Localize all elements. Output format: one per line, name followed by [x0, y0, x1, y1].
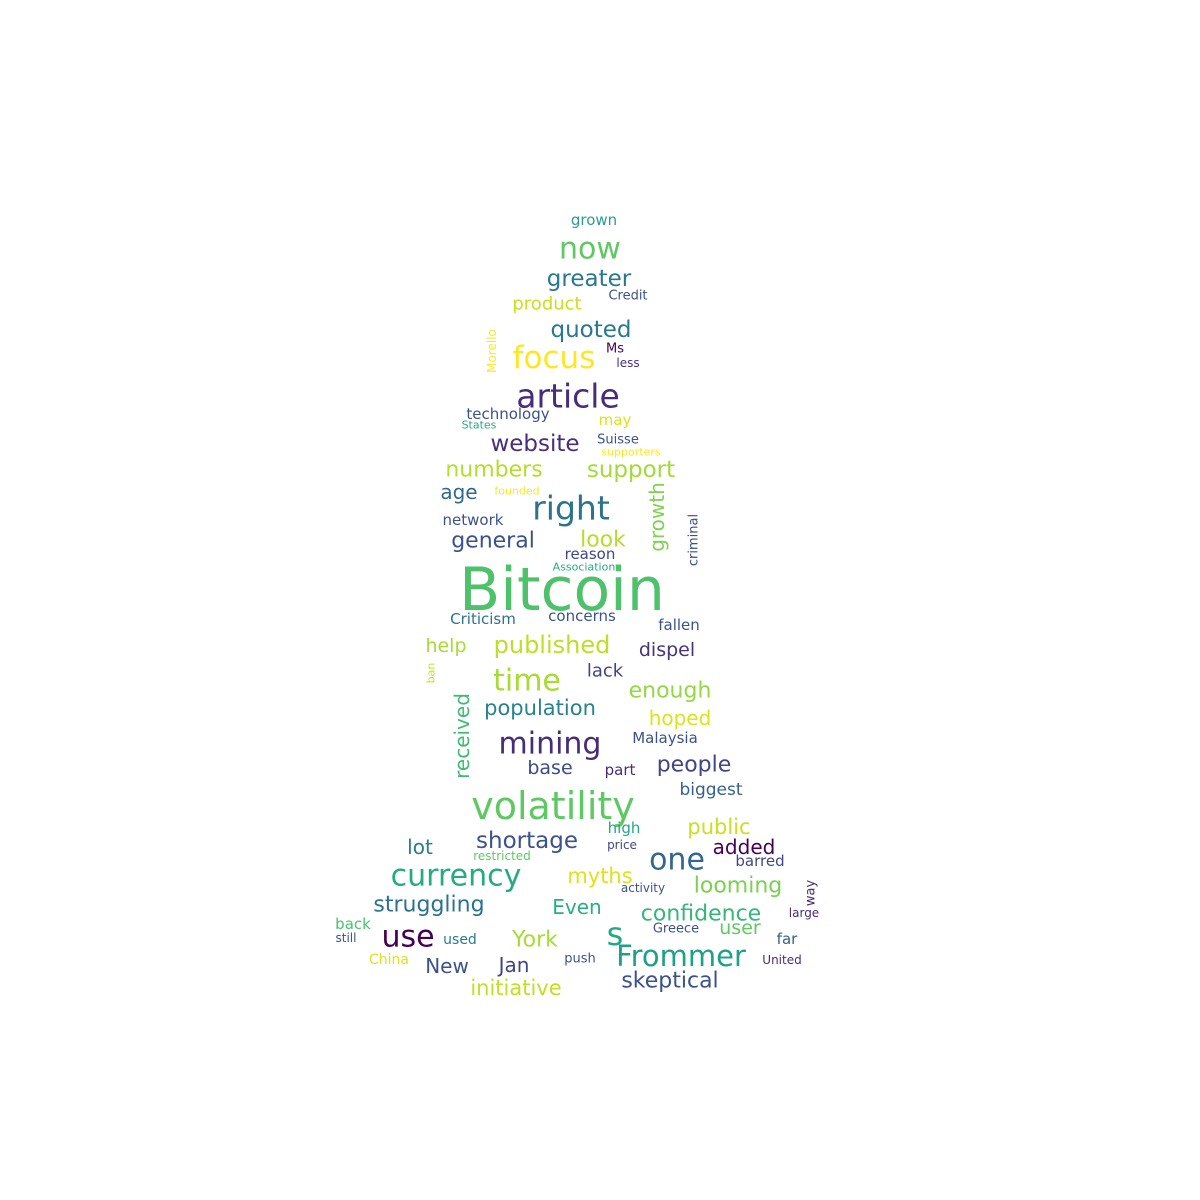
word-user: user	[719, 917, 761, 939]
word-new: New	[425, 954, 469, 978]
word-suisse: Suisse	[597, 433, 639, 448]
word-barred: barred	[735, 852, 784, 870]
word-malaysia: Malaysia	[632, 729, 698, 747]
word-ms: Ms	[606, 342, 624, 357]
word-frommer: Frommer	[616, 939, 746, 973]
word-look: look	[580, 528, 626, 553]
word-age: age	[440, 480, 477, 504]
word-population: population	[484, 696, 596, 720]
word-website: website	[490, 431, 579, 457]
word-use: use	[381, 920, 434, 955]
word-association: Association	[553, 561, 616, 574]
word-skeptical: skeptical	[621, 969, 718, 994]
word-morello: Morello	[485, 329, 499, 373]
word-support: support	[587, 457, 675, 483]
word-fallen: fallen	[658, 616, 700, 634]
word-criticism: Criticism	[450, 610, 516, 628]
word-shortage: shortage	[476, 828, 578, 854]
word-large: large	[789, 906, 819, 920]
word-grown: grown	[571, 211, 617, 229]
word-high: high	[608, 819, 641, 837]
word-biggest: biggest	[679, 780, 742, 800]
word-network: network	[443, 511, 504, 529]
word-criminal: criminal	[687, 514, 702, 566]
word-lack: lack	[587, 661, 624, 682]
word-s: s	[607, 915, 624, 953]
word-numbers: numbers	[445, 458, 542, 483]
word-looming: looming	[694, 874, 782, 899]
word-people: people	[657, 753, 732, 778]
word-credit: Credit	[608, 289, 647, 304]
word-used: used	[443, 932, 477, 948]
word-way: way	[804, 880, 819, 907]
word-article: article	[516, 377, 620, 416]
word-published: published	[494, 631, 611, 659]
word-restricted: restricted	[473, 849, 531, 863]
word-time: time	[493, 664, 561, 699]
word-reason: reason	[565, 545, 616, 563]
word-even: Even	[552, 895, 601, 919]
word-bitcoin: Bitcoin	[459, 555, 665, 625]
word-hoped: hoped	[649, 706, 712, 730]
word-public: public	[687, 815, 750, 839]
word-product: product	[512, 294, 581, 315]
word-lot: lot	[407, 835, 433, 859]
word-concerns: concerns	[548, 607, 616, 625]
word-one: one	[649, 843, 705, 878]
word-united: United	[762, 953, 801, 967]
word-push: push	[564, 952, 596, 967]
word-enough: enough	[629, 679, 712, 704]
word-currency: currency	[391, 859, 522, 894]
word-china: China	[369, 952, 409, 968]
word-part: part	[605, 761, 636, 779]
word-help: help	[425, 635, 466, 657]
word-still: still	[336, 931, 357, 945]
word-initiative: initiative	[470, 976, 561, 1000]
word-price: price	[607, 838, 637, 852]
word-supporters: supporters	[601, 446, 661, 459]
word-back: back	[335, 915, 371, 933]
word-now: now	[559, 232, 621, 267]
word-right: right	[532, 489, 610, 528]
word-quoted: quoted	[550, 317, 631, 343]
word-added: added	[713, 835, 776, 859]
word-states: States	[462, 419, 497, 432]
word-confidence: confidence	[641, 902, 761, 927]
word-greater: greater	[547, 266, 632, 292]
word-dispel: dispel	[639, 639, 695, 661]
word-focus: focus	[513, 340, 596, 376]
word-struggling: struggling	[373, 893, 484, 918]
word-base: base	[527, 757, 572, 779]
word-received: received	[450, 693, 474, 779]
word-growth: growth	[645, 482, 669, 552]
word-founded: founded	[494, 485, 539, 498]
word-greece: Greece	[653, 922, 699, 937]
word-activity: activity	[621, 881, 665, 895]
word-jan: Jan	[497, 953, 530, 977]
word-far: far	[777, 930, 798, 948]
word-general: general	[451, 529, 535, 554]
word-myths: myths	[567, 864, 632, 888]
word-york: York	[511, 928, 558, 953]
word-may: may	[599, 411, 632, 429]
word-mining: mining	[499, 727, 602, 762]
word-less: less	[616, 356, 639, 370]
word-ban: ban	[425, 663, 438, 684]
word-technology: technology	[466, 405, 549, 423]
word-volatility: volatility	[471, 784, 635, 828]
